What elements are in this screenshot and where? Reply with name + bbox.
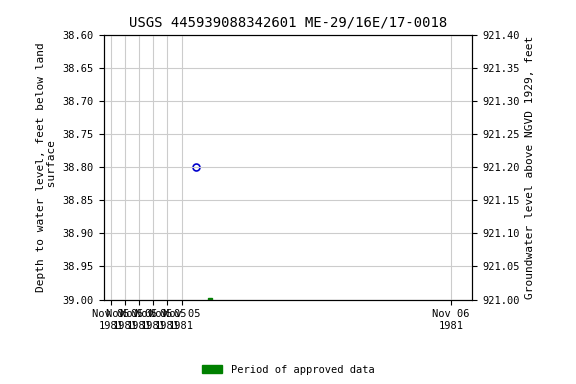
Title: USGS 445939088342601 ME-29/16E/17-0018: USGS 445939088342601 ME-29/16E/17-0018 [129,15,447,29]
Legend: Period of approved data: Period of approved data [198,361,378,379]
Y-axis label: Depth to water level, feet below land
 surface: Depth to water level, feet below land su… [36,42,57,292]
Y-axis label: Groundwater level above NGVD 1929, feet: Groundwater level above NGVD 1929, feet [525,35,535,299]
